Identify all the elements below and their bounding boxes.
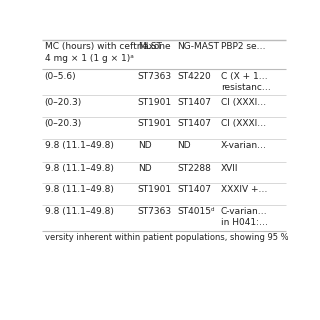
Text: X-varian…: X-varian…: [221, 141, 267, 150]
Text: (0–20.3): (0–20.3): [45, 119, 82, 128]
Text: ND: ND: [138, 164, 151, 173]
Text: XXXIV +…: XXXIV +…: [221, 186, 267, 195]
Text: 9.8 (11.1–49.8): 9.8 (11.1–49.8): [45, 164, 114, 173]
Text: ST4015ᵈ: ST4015ᵈ: [177, 207, 214, 216]
Text: ST1901: ST1901: [138, 119, 172, 128]
Text: ST1901: ST1901: [138, 186, 172, 195]
Text: ST4220: ST4220: [177, 71, 211, 81]
Text: ST7363: ST7363: [138, 71, 172, 81]
Text: ND: ND: [177, 141, 190, 150]
Text: ST1901: ST1901: [138, 98, 172, 107]
Text: C (X + 1…
resistanc…: C (X + 1… resistanc…: [221, 71, 271, 92]
Text: (0–20.3): (0–20.3): [45, 98, 82, 107]
Text: CI (XXXI…: CI (XXXI…: [221, 98, 266, 107]
Text: ST2288: ST2288: [177, 164, 211, 173]
Text: ST7363: ST7363: [138, 207, 172, 216]
Text: NG-MAST: NG-MAST: [177, 42, 219, 51]
Text: 9.8 (11.1–49.8): 9.8 (11.1–49.8): [45, 141, 114, 150]
Text: MLST: MLST: [138, 42, 162, 51]
Text: 9.8 (11.1–49.8): 9.8 (11.1–49.8): [45, 186, 114, 195]
Text: ND: ND: [138, 141, 151, 150]
Text: ST1407: ST1407: [177, 186, 211, 195]
Text: 9.8 (11.1–49.8): 9.8 (11.1–49.8): [45, 207, 114, 216]
Text: C-varian…
in H041:…: C-varian… in H041:…: [221, 207, 268, 228]
Text: CI (XXXI…: CI (XXXI…: [221, 119, 266, 128]
Text: PBP2 se…: PBP2 se…: [221, 42, 266, 51]
Text: XVII: XVII: [221, 164, 238, 173]
Text: ST1407: ST1407: [177, 98, 211, 107]
Text: ST1407: ST1407: [177, 119, 211, 128]
Text: MC (hours) with ceftriaxone
4 mg × 1 (1 g × 1)ᵃ: MC (hours) with ceftriaxone 4 mg × 1 (1 …: [45, 42, 170, 63]
Text: versity inherent within patient populations, showing 95 % confidenc…: versity inherent within patient populati…: [45, 233, 320, 242]
Text: (0–5.6): (0–5.6): [45, 71, 76, 81]
